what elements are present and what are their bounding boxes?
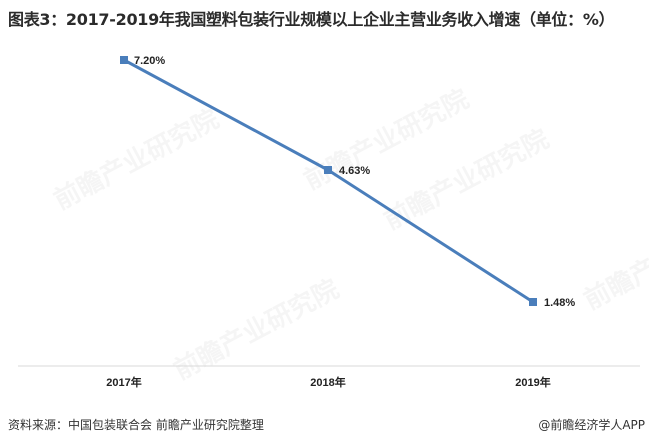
- svg-text:前瞻产业研究院: 前瞻产业研究院: [169, 273, 344, 386]
- data-point-2017: [120, 56, 128, 64]
- svg-text:前瞻产业研究院: 前瞻产业研究院: [49, 103, 224, 216]
- x-tick-2019: 2019年: [515, 375, 550, 389]
- svg-text:前瞻产业研究院: 前瞻产业研究院: [579, 203, 649, 316]
- x-tick-2018: 2018年: [310, 375, 345, 389]
- data-label-2019: 1.48%: [544, 297, 575, 309]
- data-point-2018: [324, 166, 332, 174]
- chart-title: 图表3：2017-2019年我国塑料包装行业规模以上企业主营业务收入增速（单位：…: [8, 10, 615, 29]
- data-label-2018: 4.63%: [339, 165, 370, 177]
- data-label-2017: 7.20%: [134, 55, 165, 67]
- data-point-2019: [529, 298, 537, 306]
- watermark: 前瞻产业研究院 前瞻产业研究院 前瞻产业研究院 前瞻产业研究院 前瞻产业研究院: [49, 83, 649, 386]
- brand-credit: @前瞻经济学人APP: [538, 418, 645, 432]
- source-note: 资料来源：中国包装联合会 前瞻产业研究院整理: [8, 418, 264, 432]
- x-tick-2017: 2017年: [106, 375, 141, 389]
